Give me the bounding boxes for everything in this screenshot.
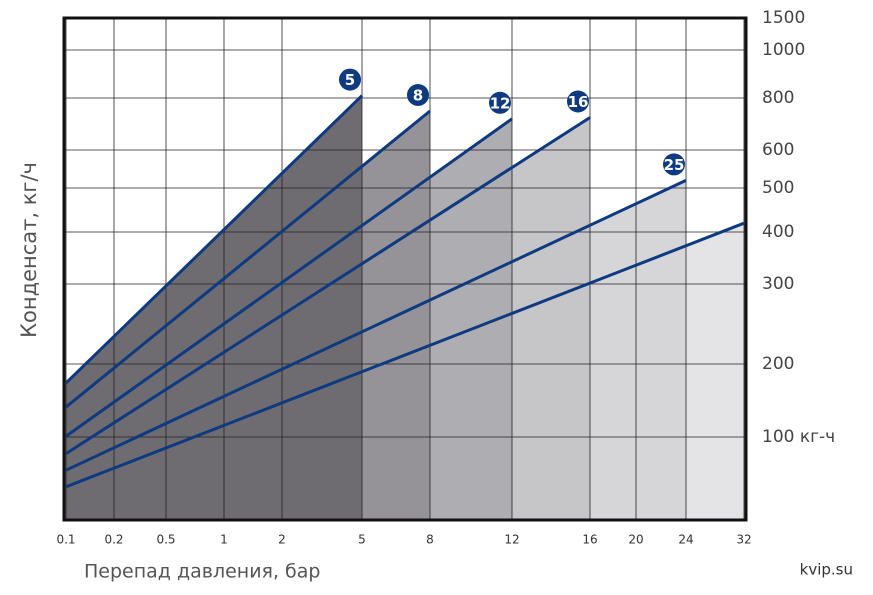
legend-badge — [567, 90, 589, 113]
line — [65, 117, 513, 438]
x-tick-label: 12 — [504, 533, 519, 547]
legend-badge — [489, 91, 511, 114]
x-axis-label: Перепад давления, бар — [84, 561, 320, 583]
legend-badge — [339, 68, 361, 91]
line — [65, 179, 687, 472]
x-tick-label: 8 — [426, 533, 434, 547]
areas — [66, 95, 744, 521]
x-tick-label: 0.1 — [56, 533, 75, 547]
y-tick-label: 100 кг-ч — [762, 427, 835, 447]
y-tick-label: 500 — [762, 178, 794, 198]
legend-badge — [407, 84, 429, 106]
x-tick-label: 2 — [278, 533, 286, 547]
legend-label: 25 — [664, 156, 685, 174]
x-tick-label: 32 — [736, 533, 751, 547]
line — [65, 109, 431, 409]
y-tick-label: 300 — [762, 274, 794, 294]
x-tick-label: 24 — [678, 533, 693, 547]
legend-label: 16 — [568, 93, 589, 111]
legend-label: 5 — [345, 71, 355, 89]
line — [65, 221, 745, 489]
legend-label: 8 — [413, 87, 423, 105]
legend-badge — [663, 153, 685, 176]
x-tick-label: 20 — [628, 533, 643, 547]
y-tick-label: 600 — [762, 140, 794, 160]
y-tick-label: 1500 — [762, 8, 805, 28]
y-tick-label: 1000 — [762, 40, 805, 60]
grid — [64, 17, 746, 520]
legend-label: 12 — [490, 94, 511, 112]
x-tick-label: 0.5 — [156, 533, 175, 547]
source: kvip.su — [800, 561, 853, 579]
area — [66, 95, 362, 520]
y-tick-label: 400 — [762, 222, 794, 242]
line — [65, 116, 591, 455]
x-tick-label: 5 — [358, 533, 366, 547]
line — [64, 94, 364, 385]
y-tick-label: 200 — [762, 354, 794, 374]
x-tick-label: 0.2 — [104, 533, 123, 547]
x-tick-label: 1 — [220, 533, 228, 547]
y-tick-label: 800 — [762, 88, 794, 108]
x-tick-label: 16 — [582, 533, 597, 547]
plot-border — [62, 16, 748, 522]
y-axis-label: Конденсат, кг/ч — [17, 162, 41, 338]
